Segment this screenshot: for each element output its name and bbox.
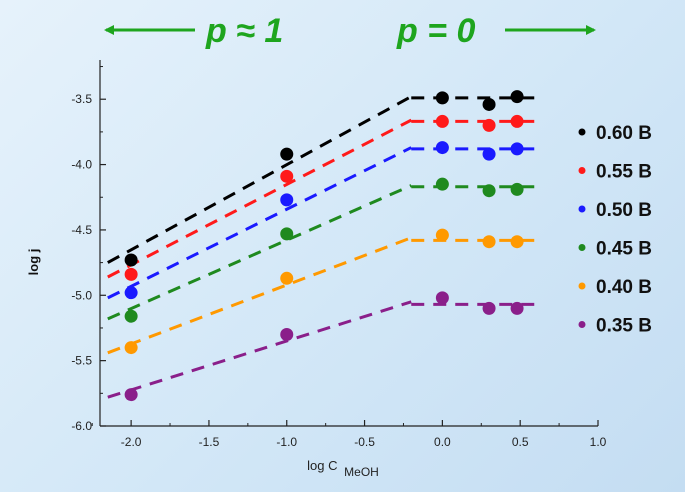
data-point (482, 147, 496, 161)
data-point (435, 228, 449, 242)
legend-marker (578, 205, 586, 213)
y-tick-label: -3.5 (71, 92, 92, 106)
data-point (510, 90, 524, 104)
legend-label: 0.45 В (596, 239, 652, 260)
data-point (510, 235, 524, 249)
data-point (510, 142, 524, 156)
data-point (435, 114, 449, 128)
fit-line-sloped (107, 118, 412, 279)
data-point (482, 184, 496, 198)
fit-line-sloped (107, 300, 412, 399)
x-tick-label: -0.5 (354, 435, 375, 449)
axis-ticks: -2.0 -1.5 -1.0 -0.5 0.0 0.5 1.0 -3.5 -4.0 -4.5 -5.… (71, 66, 607, 449)
data-point (482, 235, 496, 249)
legend-marker (578, 244, 586, 251)
x-tick-label: -2.0 (121, 435, 142, 449)
fit-line-sloped (107, 95, 412, 264)
legend-label: 0.55 В (596, 162, 652, 183)
y-tick-label: -4.5 (71, 223, 92, 237)
data-point (482, 97, 496, 111)
data-point (510, 114, 524, 128)
data-point (280, 271, 294, 285)
fit-line-sloped (107, 236, 412, 355)
fit-line-sloped (107, 146, 412, 300)
y-tick-label: -4.0 (71, 158, 92, 172)
x-axis-title-subscript: MeOH (344, 465, 379, 479)
legend-marker (578, 282, 586, 290)
legend-marker (578, 167, 586, 174)
data-point (124, 388, 138, 402)
x-tick-label: 0.5 (512, 435, 529, 449)
data-point (435, 177, 449, 191)
data-point (124, 253, 138, 267)
y-tick-label: -5.0 (71, 288, 92, 302)
x-tick-label: 0.0 (434, 435, 451, 449)
legend: 0.60 В 0.55 В 0.50 В 0.45 В 0.40 В 0.35 В (578, 123, 652, 337)
data-point (482, 118, 496, 132)
data-point (280, 227, 294, 241)
y-tick-label: -6.0 (71, 419, 92, 433)
data-point (435, 291, 449, 305)
data-points (124, 90, 524, 402)
x-tick-label: 1.0 (590, 435, 607, 449)
x-tick-label: -1.0 (276, 435, 297, 449)
data-point (280, 328, 294, 341)
legend-marker (578, 321, 586, 328)
y-tick-label: -5.5 (71, 354, 92, 368)
fit-line-sloped (107, 184, 412, 321)
legend-label: 0.35 В (596, 316, 652, 337)
data-point (510, 301, 524, 315)
fit-lines (107, 95, 536, 399)
data-point (280, 147, 294, 161)
legend-label: 0.40 В (596, 277, 652, 298)
data-point (280, 193, 294, 207)
data-point (510, 182, 524, 196)
legend-label: 0.60 В (596, 123, 652, 144)
data-point (280, 169, 294, 183)
legend-marker (578, 128, 586, 136)
annotation-p-approx-1: p ≈ 1 (205, 12, 283, 50)
data-point (124, 267, 138, 281)
legend-label: 0.50 В (596, 200, 652, 221)
x-axis-title: log C MeOH (307, 458, 379, 479)
data-point (124, 309, 138, 323)
x-tick-label: -1.5 (199, 435, 220, 449)
annotation-p-equals-0: p = 0 (396, 12, 476, 50)
data-point (435, 141, 449, 155)
y-axis-title: log j (26, 249, 41, 276)
data-point (124, 286, 138, 300)
data-point (124, 341, 138, 355)
data-point (482, 301, 496, 315)
x-axis-title-main: log C (307, 458, 337, 473)
data-point (435, 91, 449, 105)
